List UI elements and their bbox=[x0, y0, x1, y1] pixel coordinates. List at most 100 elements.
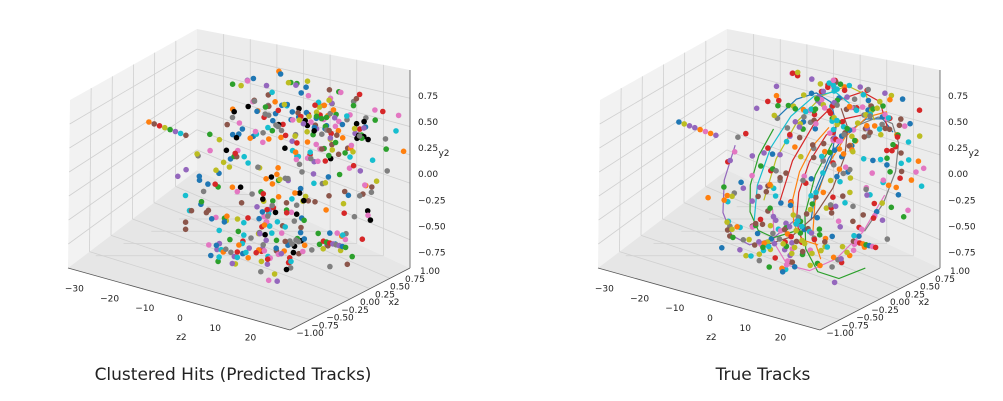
hit-point bbox=[792, 106, 799, 112]
hit-point bbox=[182, 226, 189, 233]
x-tick-label: −20 bbox=[100, 294, 119, 304]
hit-point bbox=[261, 222, 268, 228]
hit-point bbox=[334, 132, 340, 138]
hit-point bbox=[724, 219, 730, 225]
hit-point bbox=[771, 112, 778, 119]
hit-point bbox=[296, 161, 303, 168]
hit-point bbox=[916, 107, 923, 113]
hit-point bbox=[275, 194, 282, 200]
x-axis-line bbox=[67, 267, 291, 331]
hit-point bbox=[307, 149, 314, 155]
hit-point bbox=[763, 188, 770, 195]
hit-point bbox=[871, 123, 878, 129]
hit-point bbox=[835, 138, 842, 144]
grid-line bbox=[683, 52, 686, 203]
hit-point bbox=[844, 94, 850, 100]
hit-point bbox=[380, 108, 386, 115]
hit-point bbox=[310, 171, 317, 177]
hit-point bbox=[834, 117, 840, 124]
hit-point bbox=[842, 164, 849, 170]
right-plot-title: True Tracks bbox=[715, 365, 811, 385]
hit-point bbox=[896, 122, 903, 129]
hit-point bbox=[277, 71, 284, 77]
hit-point bbox=[748, 253, 754, 259]
hit-point bbox=[293, 82, 299, 88]
hit-point bbox=[885, 182, 892, 189]
x-tick-label: 0 bbox=[707, 314, 713, 324]
left-plot-title: Clustered Hits (Predicted Tracks) bbox=[95, 365, 372, 385]
hit-point bbox=[194, 151, 200, 157]
hit-point bbox=[765, 243, 772, 250]
z-tick-label: 0.75 bbox=[418, 92, 438, 102]
hit-point bbox=[830, 194, 836, 200]
hit-point bbox=[326, 87, 333, 93]
hit-point bbox=[373, 178, 380, 184]
hit-point bbox=[216, 136, 223, 143]
hit-point bbox=[214, 246, 220, 253]
hit-point bbox=[234, 254, 241, 261]
hit-point bbox=[335, 127, 342, 134]
hit-point bbox=[353, 95, 360, 102]
z-tick-label: −0.75 bbox=[418, 248, 446, 258]
hit-point bbox=[840, 193, 846, 199]
hit-point bbox=[839, 119, 846, 125]
hit-point bbox=[874, 105, 880, 111]
y-tick-label: −0.50 bbox=[856, 314, 884, 324]
hit-point bbox=[151, 121, 157, 127]
hit-point bbox=[283, 266, 290, 273]
hit-point bbox=[776, 236, 783, 242]
hit-point bbox=[205, 181, 211, 187]
hit-point bbox=[860, 212, 866, 218]
hit-point bbox=[272, 99, 278, 105]
hit-point bbox=[837, 81, 844, 87]
hit-point bbox=[357, 168, 364, 174]
hit-point bbox=[364, 208, 371, 214]
hit-point bbox=[724, 192, 731, 199]
hit-point bbox=[851, 232, 857, 239]
hit-point bbox=[834, 173, 840, 180]
hit-point bbox=[773, 83, 780, 90]
grid-line bbox=[640, 76, 643, 236]
y-tick-label: 1.00 bbox=[420, 267, 440, 277]
hit-point bbox=[820, 170, 826, 176]
hit-point bbox=[829, 264, 835, 270]
hit-point bbox=[327, 263, 333, 270]
hit-point bbox=[872, 244, 879, 251]
hit-point bbox=[809, 142, 816, 148]
hit-point bbox=[859, 104, 866, 110]
y-tick-label: 0.75 bbox=[405, 275, 425, 285]
hit-point bbox=[879, 200, 885, 206]
hit-point bbox=[332, 123, 339, 130]
hit-point bbox=[885, 115, 892, 121]
hit-point bbox=[238, 200, 245, 206]
grid-line bbox=[619, 251, 841, 321]
grid-line bbox=[89, 251, 311, 321]
hit-point bbox=[835, 218, 842, 224]
hit-point bbox=[272, 209, 279, 216]
y-tick-label: 0.00 bbox=[360, 298, 380, 308]
hit-point bbox=[771, 240, 778, 247]
hit-point bbox=[262, 231, 268, 238]
hit-point bbox=[785, 102, 792, 109]
hit-point bbox=[880, 177, 887, 183]
hit-point bbox=[822, 239, 828, 245]
hit-point bbox=[814, 214, 820, 221]
z-tick-label: −0.50 bbox=[418, 222, 446, 232]
hit-point bbox=[780, 241, 786, 247]
hit-point bbox=[898, 168, 905, 175]
x-axis-label: z2 bbox=[176, 333, 186, 343]
hit-point bbox=[362, 182, 368, 188]
hit-point bbox=[313, 113, 320, 120]
x-tick-label: −30 bbox=[65, 284, 84, 294]
hit-point bbox=[787, 202, 794, 209]
hit-point bbox=[826, 80, 832, 86]
y-tick-label: −1.00 bbox=[826, 329, 854, 339]
hit-point bbox=[340, 200, 347, 207]
hit-point bbox=[293, 156, 300, 163]
hit-point bbox=[285, 79, 292, 86]
hit-point bbox=[820, 158, 826, 164]
hit-point bbox=[345, 192, 352, 199]
hit-point bbox=[233, 134, 240, 141]
hit-point bbox=[811, 236, 818, 243]
hit-point bbox=[241, 153, 247, 160]
